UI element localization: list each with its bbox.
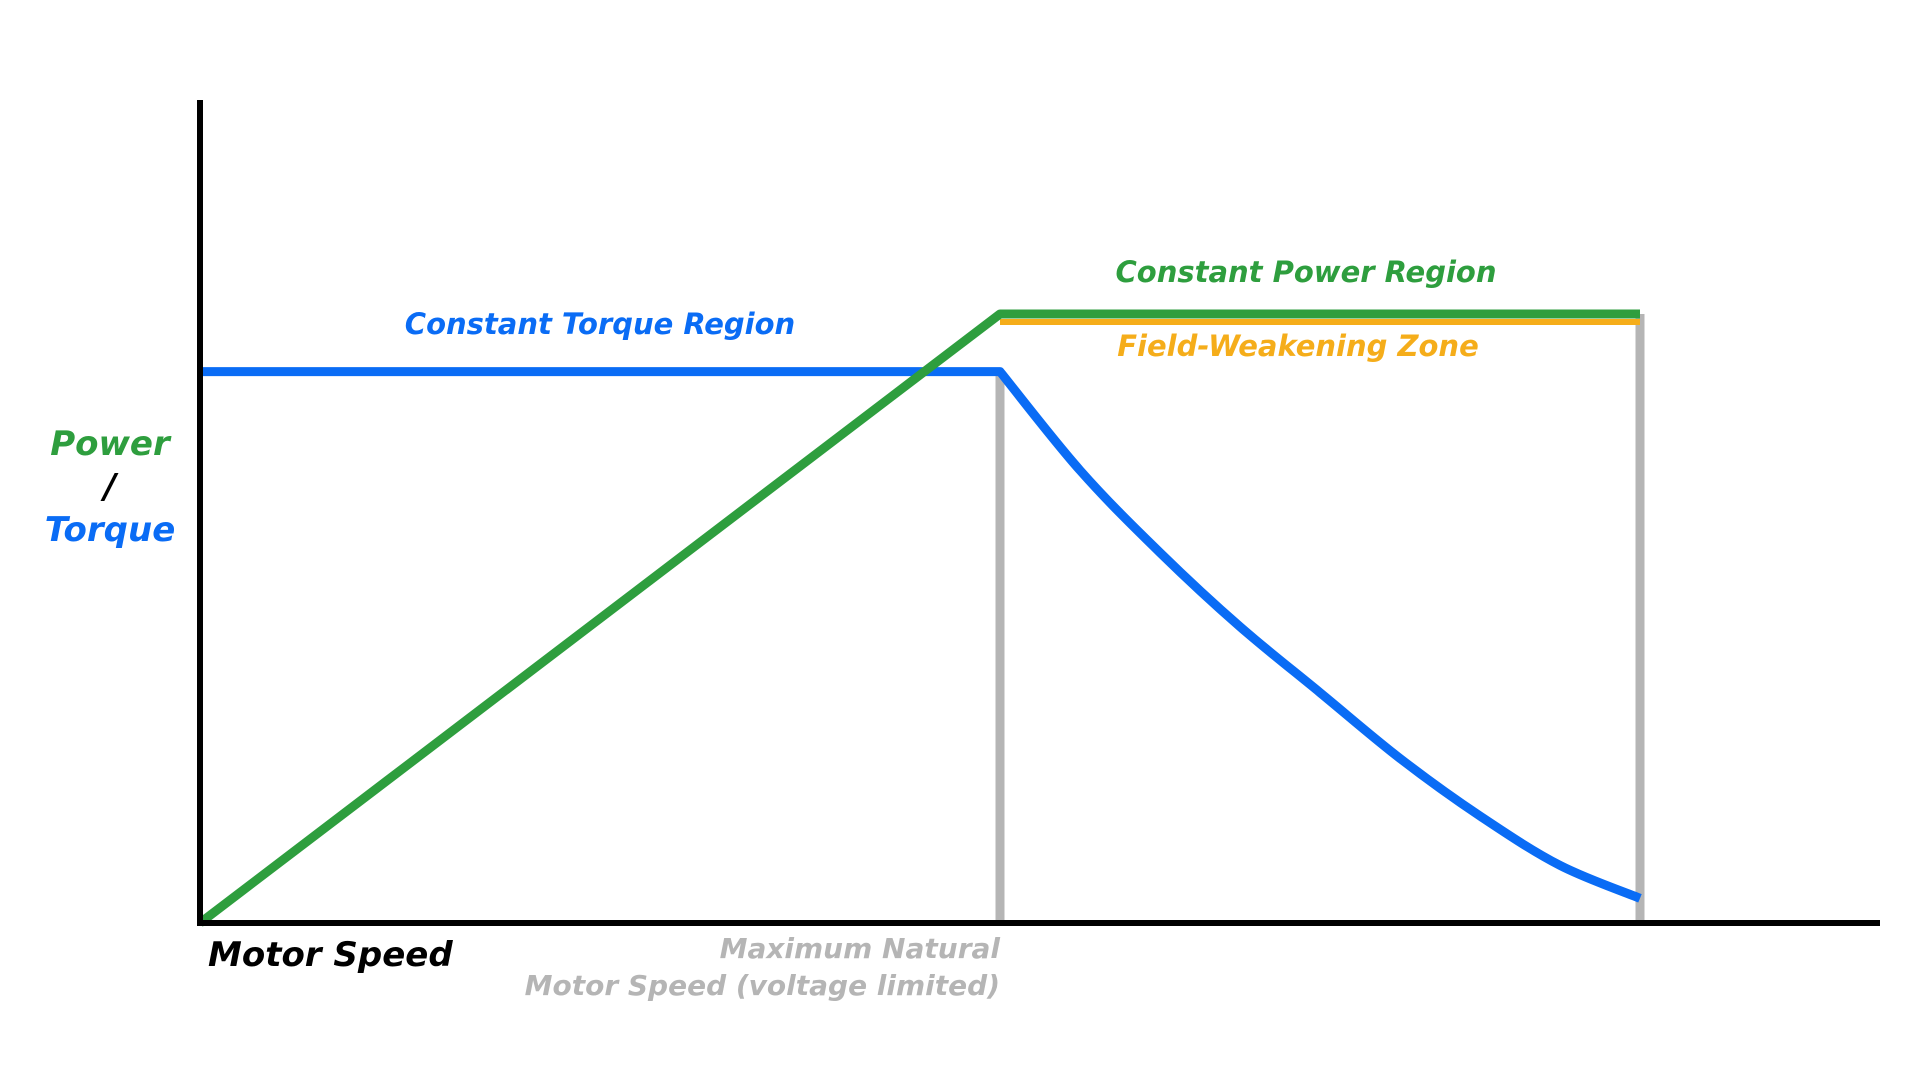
y-label-torque: Torque xyxy=(45,510,176,550)
base-speed-label-line2: Motor Speed (voltage limited) xyxy=(525,969,1000,1002)
power-curve xyxy=(197,309,1640,927)
x-axis-label: Motor Speed xyxy=(208,935,453,975)
torque-curve xyxy=(200,367,1642,903)
constant-power-region-label: Constant Power Region xyxy=(1115,255,1496,289)
y-label-separator: / xyxy=(100,467,119,507)
constant-torque-region-label: Constant Torque Region xyxy=(405,307,795,341)
y-label-power: Power xyxy=(50,424,172,464)
field-weakening-zone-label: Field-Weakening Zone xyxy=(1117,329,1479,363)
base-speed-label-line1: Maximum Natural xyxy=(720,932,1001,965)
